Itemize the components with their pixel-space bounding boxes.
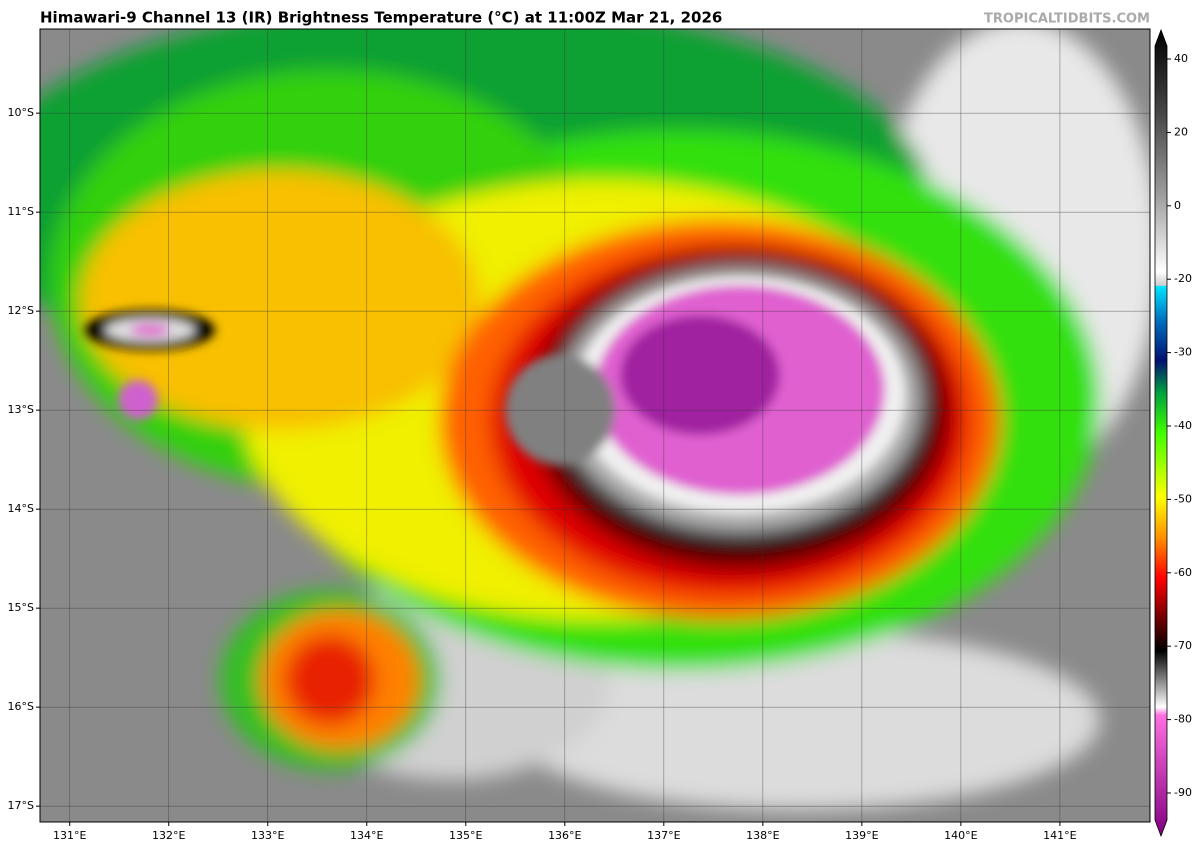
lon-tick-label: 132°E bbox=[152, 829, 185, 842]
lon-tick-label: 133°E bbox=[251, 829, 284, 842]
colorbar-tick-label: 40 bbox=[1174, 52, 1188, 65]
lon-tick-label: 140°E bbox=[944, 829, 977, 842]
lat-tick-label: 15°S bbox=[8, 601, 34, 614]
title: Himawari-9 Channel 13 (IR) Brightness Te… bbox=[40, 9, 722, 27]
watermark: TROPICALTIDBITS.COM bbox=[984, 12, 1150, 27]
lat-tick-label: 14°S bbox=[8, 502, 34, 515]
lat-tick-label: 16°S bbox=[8, 700, 34, 713]
colorbar-tick-label: -30 bbox=[1174, 346, 1192, 359]
colorbar-tick-label: 0 bbox=[1174, 199, 1181, 212]
colorbar-tick-label: -60 bbox=[1174, 566, 1192, 579]
colorbar-tick-label: -40 bbox=[1174, 419, 1192, 432]
lat-tick-label: 12°S bbox=[8, 304, 34, 317]
lon-tick-label: 134°E bbox=[350, 829, 383, 842]
colorbar-tick-label: -90 bbox=[1174, 786, 1192, 799]
lat-tick-label: 11°S bbox=[8, 205, 34, 218]
lon-tick-label: 139°E bbox=[845, 829, 878, 842]
colorbar-tick-label: 20 bbox=[1174, 125, 1188, 138]
lat-tick-label: 17°S bbox=[8, 799, 34, 812]
lon-tick-label: 135°E bbox=[449, 829, 482, 842]
lon-tick-label: 136°E bbox=[548, 829, 581, 842]
colorbar-tick-label: -20 bbox=[1174, 272, 1192, 285]
colorbar bbox=[1154, 28, 1168, 838]
lat-tick-label: 13°S bbox=[8, 403, 34, 416]
colorbar-tick-label: -70 bbox=[1174, 639, 1192, 652]
graticule: 131°E 132°E 133°E 134°E 135°E 136°E 137°E 138°E… bbox=[8, 29, 1150, 842]
lon-tick-label: 141°E bbox=[1043, 829, 1076, 842]
map-frame bbox=[39, 28, 1151, 823]
lon-tick-label: 138°E bbox=[746, 829, 779, 842]
lon-tick-label: 137°E bbox=[647, 829, 680, 842]
colorbar-tick-label: -50 bbox=[1174, 492, 1192, 505]
colorbar-tick-label: -80 bbox=[1174, 713, 1192, 726]
colorbar-ticks: 40 20 0 -20 -30 -40 -50 -60 -70 -80 -90 bbox=[1167, 52, 1192, 799]
lat-tick-label: 10°S bbox=[8, 106, 34, 119]
lon-tick-label: 131°E bbox=[53, 829, 86, 842]
satellite-image bbox=[40, 29, 1150, 822]
